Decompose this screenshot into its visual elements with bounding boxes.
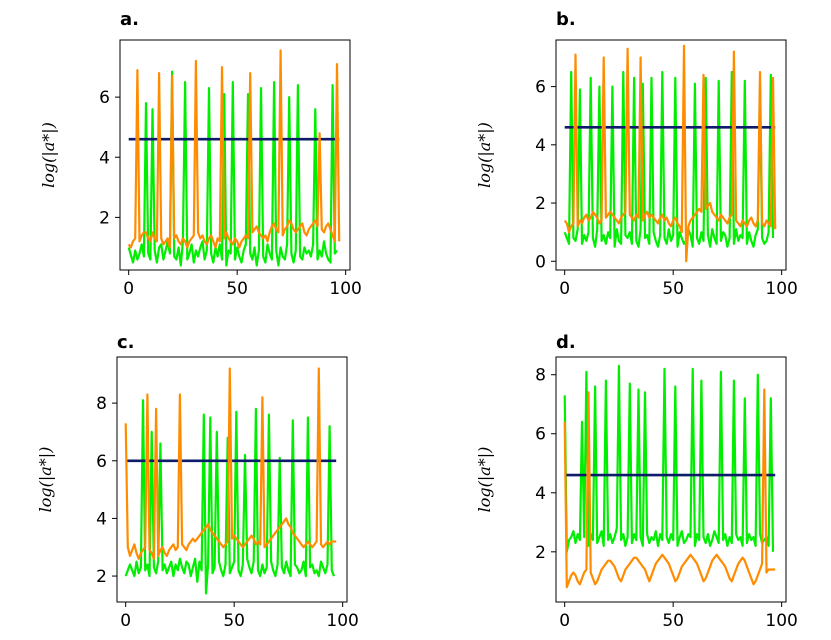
x-tick-label: 0 (123, 279, 134, 299)
y-axis-label: log(|a*|) (39, 122, 58, 188)
y-tick-label: 4 (535, 136, 546, 156)
panel-label: b. (556, 9, 576, 30)
panel-1: a. 0 50 100 2 4 6 log(|a*|) (39, 9, 362, 299)
panel-label: c. (117, 332, 135, 353)
x-tick-label: 100 (329, 279, 361, 299)
x-tick-label: 0 (559, 279, 570, 299)
y-tick-label: 2 (535, 194, 546, 214)
series-line-orange (563, 44, 777, 263)
y-tick-label: 6 (535, 78, 546, 98)
y-tick-label: 4 (99, 148, 110, 168)
x-tick-label: 0 (559, 611, 570, 631)
series-line-green (124, 399, 336, 595)
axes-frame (555, 356, 787, 603)
panel-4: d. 0 50 100 2 4 6 8 log(|a*|) (475, 332, 798, 631)
axes-frame (116, 356, 348, 603)
y-tick-label: 6 (99, 88, 110, 108)
plot-area (563, 364, 776, 589)
y-tick-label: 8 (535, 366, 546, 386)
series-line-green (127, 70, 338, 267)
series-line-green (563, 364, 775, 553)
series-line-orange (124, 367, 337, 560)
x-tick-label: 100 (765, 611, 797, 631)
y-tick-label: 2 (96, 567, 107, 587)
axes-frame (119, 39, 351, 271)
y-tick-label: 8 (96, 394, 107, 414)
panel-3: c. 0 50 100 2 4 6 8 log(|a*|) (36, 332, 359, 631)
y-tick-label: 6 (535, 425, 546, 445)
x-tick-label: 50 (226, 279, 248, 299)
y-tick-label: 4 (535, 484, 546, 504)
y-tick-label: 2 (535, 543, 546, 563)
plot-area (124, 367, 337, 595)
y-tick-label: 0 (535, 252, 546, 272)
x-tick-label: 50 (223, 611, 245, 631)
y-tick-label: 2 (99, 208, 110, 228)
panel-label: d. (556, 332, 576, 353)
x-tick-label: 0 (120, 611, 131, 631)
y-axis-label: log(|a*|) (475, 122, 494, 188)
x-tick-label: 100 (326, 611, 358, 631)
y-axis-label: log(|a*|) (36, 447, 55, 513)
axes-frame (555, 39, 787, 271)
series-line-orange (127, 49, 341, 249)
y-axis-label: log(|a*|) (475, 447, 494, 513)
x-tick-label: 50 (662, 279, 684, 299)
y-tick-label: 6 (96, 452, 107, 472)
panel-2: b. 0 50 100 0 2 4 6 log(|a*|) (475, 9, 798, 299)
series-line-orange (563, 388, 776, 589)
plot-area (127, 49, 341, 267)
x-tick-label: 50 (662, 611, 684, 631)
y-tick-label: 4 (96, 509, 107, 529)
x-tick-label: 100 (765, 279, 797, 299)
plot-area (563, 44, 777, 263)
panel-label: a. (120, 9, 139, 30)
